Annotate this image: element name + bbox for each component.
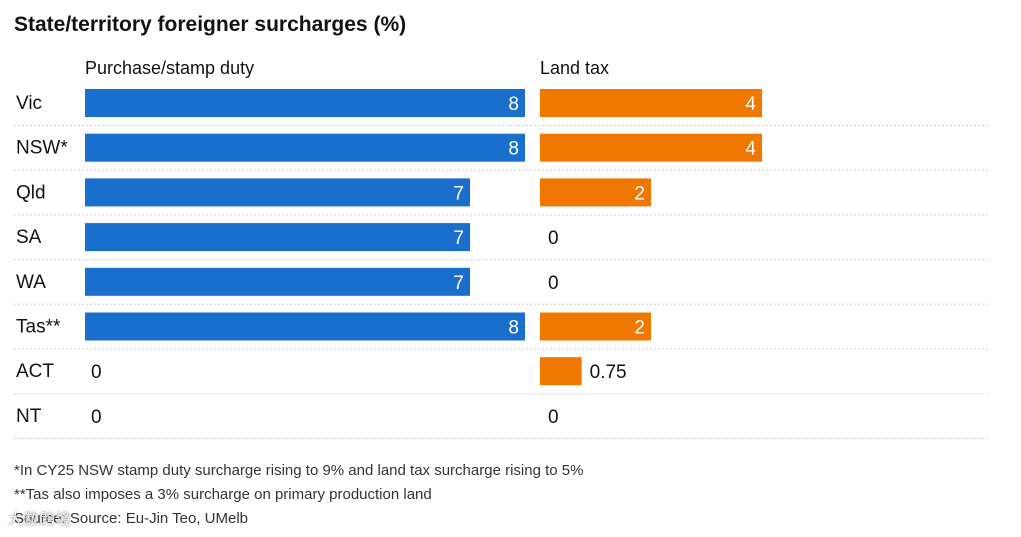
duty-bar	[85, 133, 525, 162]
chart-title: State/territory foreigner surcharges (%)	[14, 13, 407, 36]
land-value-label: 0	[548, 273, 559, 294]
category-label: NT	[16, 406, 42, 427]
land-value-label: 0.75	[590, 362, 627, 383]
category-label: ACT	[16, 361, 54, 382]
duty-bar	[85, 223, 470, 252]
duty-bar	[85, 312, 525, 341]
land-tax-bar	[540, 89, 762, 117]
duty-value-label: 7	[453, 228, 464, 249]
category-label: WA	[16, 272, 46, 293]
bar-chart: Vic 8 4 NSW* 8 4 Qld 7 2 SA 7 0 WA 7 0 Tas** 8 2 ACT 0 0.75 N…	[14, 89, 988, 439]
land-value-label: 0	[548, 407, 559, 428]
land-value-label: 0	[548, 228, 559, 249]
category-label: Tas**	[16, 317, 61, 338]
footnote-nsw: *In CY25 NSW stamp duty surcharge rising…	[14, 462, 584, 479]
land-tax-bar	[540, 357, 582, 386]
duty-value-label: 0	[91, 362, 102, 383]
footnotes: *In CY25 NSW stamp duty surcharge rising…	[14, 459, 583, 531]
category-label: SA	[16, 227, 42, 248]
category-label: NSW*	[16, 138, 68, 159]
land-value-label: 2	[634, 183, 645, 204]
duty-value-label: 8	[508, 94, 519, 115]
category-label: Vic	[16, 93, 42, 114]
land-tax-bar	[540, 178, 651, 207]
footnote-tas: **Tas also imposes a 3% surcharge on pri…	[14, 486, 432, 503]
land-column-header: Land tax	[540, 58, 610, 78]
duty-value-label: 0	[91, 407, 102, 428]
land-tax-bar	[540, 312, 651, 341]
duty-bar	[85, 178, 470, 207]
land-value-label: 2	[634, 318, 645, 339]
duty-column-header: Purchase/stamp duty	[85, 58, 255, 78]
category-label: Qld	[16, 182, 46, 203]
land-value-label: 4	[745, 139, 756, 160]
watermark-logo: 大数跨境	[8, 511, 73, 528]
duty-bar	[85, 267, 470, 296]
source-note: Source: Source: Eu-Jin Teo, UMelb	[14, 510, 249, 527]
land-tax-bar	[540, 133, 762, 162]
duty-value-label: 7	[453, 183, 464, 204]
duty-bar	[85, 89, 525, 117]
duty-value-label: 8	[508, 318, 519, 339]
land-value-label: 4	[745, 94, 756, 115]
duty-value-label: 8	[508, 139, 519, 160]
duty-value-label: 7	[453, 273, 464, 294]
